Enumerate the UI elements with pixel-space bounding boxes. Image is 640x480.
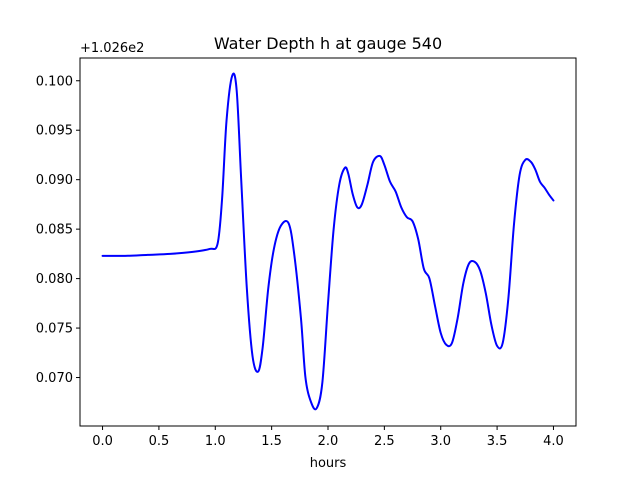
plot-area: 0.0 0.5 1.0 1.5 2.0 2.5 3.0 3.5 4.0 0.070 0.075 0.0… — [36, 57, 577, 449]
y-tick-label: 0.095 — [36, 124, 73, 139]
x-tick-label: 1.5 — [261, 434, 282, 449]
chart-title: Water Depth h at gauge 540 — [214, 34, 442, 53]
y-tick-label: 0.085 — [36, 223, 73, 238]
y-axis-offset-label: +1.026e2 — [80, 41, 144, 56]
x-tick-label: 4.0 — [543, 434, 564, 449]
x-tick-label: 1.0 — [205, 434, 226, 449]
y-tick-label: 0.070 — [36, 371, 73, 386]
y-tick-label: 0.080 — [36, 272, 73, 287]
series-line-0 — [101, 72, 555, 411]
x-tick-label: 3.0 — [430, 434, 451, 449]
x-tick-label: 0.5 — [149, 434, 170, 449]
x-tick-label: 3.5 — [487, 434, 508, 449]
x-axis-label: hours — [310, 456, 347, 471]
y-tick-label: 0.100 — [36, 74, 73, 89]
x-tick-label: 0.0 — [92, 434, 113, 449]
y-tick-label: 0.090 — [36, 173, 73, 188]
y-tick-label: 0.075 — [36, 322, 73, 337]
x-tick-label: 2.5 — [374, 434, 395, 449]
x-tick-label: 2.0 — [318, 434, 339, 449]
